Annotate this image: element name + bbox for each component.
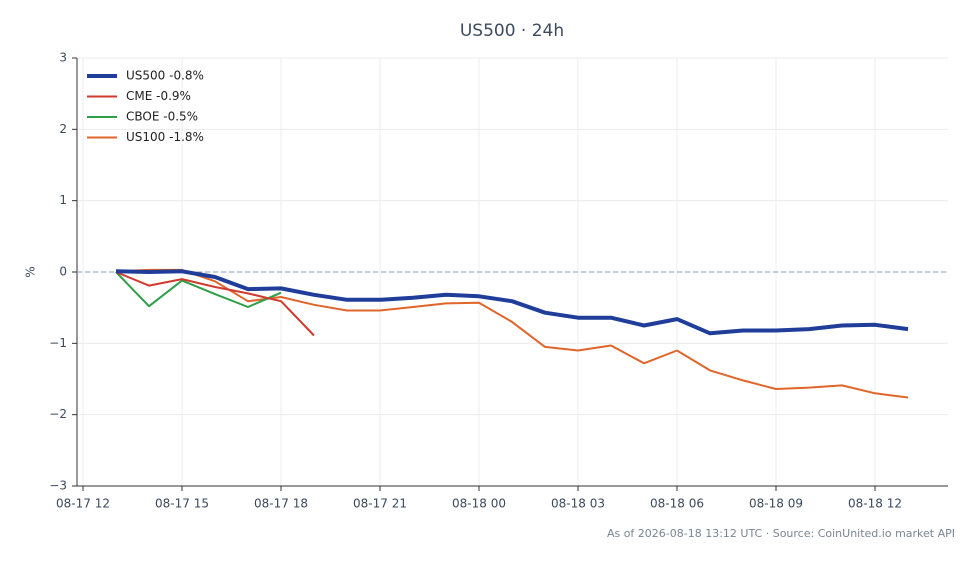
series-line [115,268,909,399]
y-tick-label: −1 [49,336,67,350]
y-tick-label: −2 [49,407,67,421]
y-tick-label: 2 [59,122,67,136]
legend-label: US100 -1.8% [126,130,204,144]
series-line [115,271,282,308]
x-tick-label: 08-18 06 [650,497,704,511]
footnote: As of 2026-08-18 13:12 UTC · Source: Coi… [607,527,955,540]
series-line [115,269,909,336]
legend-label: CME -0.9% [126,89,191,103]
y-tick-label: −3 [49,479,67,493]
x-tick-label: 08-17 21 [353,497,407,511]
series-line [115,271,315,337]
x-tick-label: 08-18 12 [848,497,902,511]
legend: US500 -0.8% CME -0.9% CBOE -0.5% US100 -1.8… [87,69,204,144]
y-tick-label: 3 [59,51,67,65]
x-tick-label: 08-18 09 [749,497,803,511]
x-tick-label: 08-18 00 [452,497,506,511]
y-axis-label: % [24,266,38,277]
y-tick-label: 0 [59,265,67,279]
legend-label: US500 -0.8% [126,69,204,83]
x-tick-label: 08-17 15 [155,497,209,511]
x-tick-label: 08-17 18 [254,497,308,511]
legend-label: CBOE -0.5% [126,110,198,124]
chart-title: US500 · 24h [460,21,564,41]
x-tick-label: 08-17 12 [56,497,110,511]
y-tick-label: 1 [59,193,67,207]
x-tick-label: 08-18 03 [551,497,605,511]
